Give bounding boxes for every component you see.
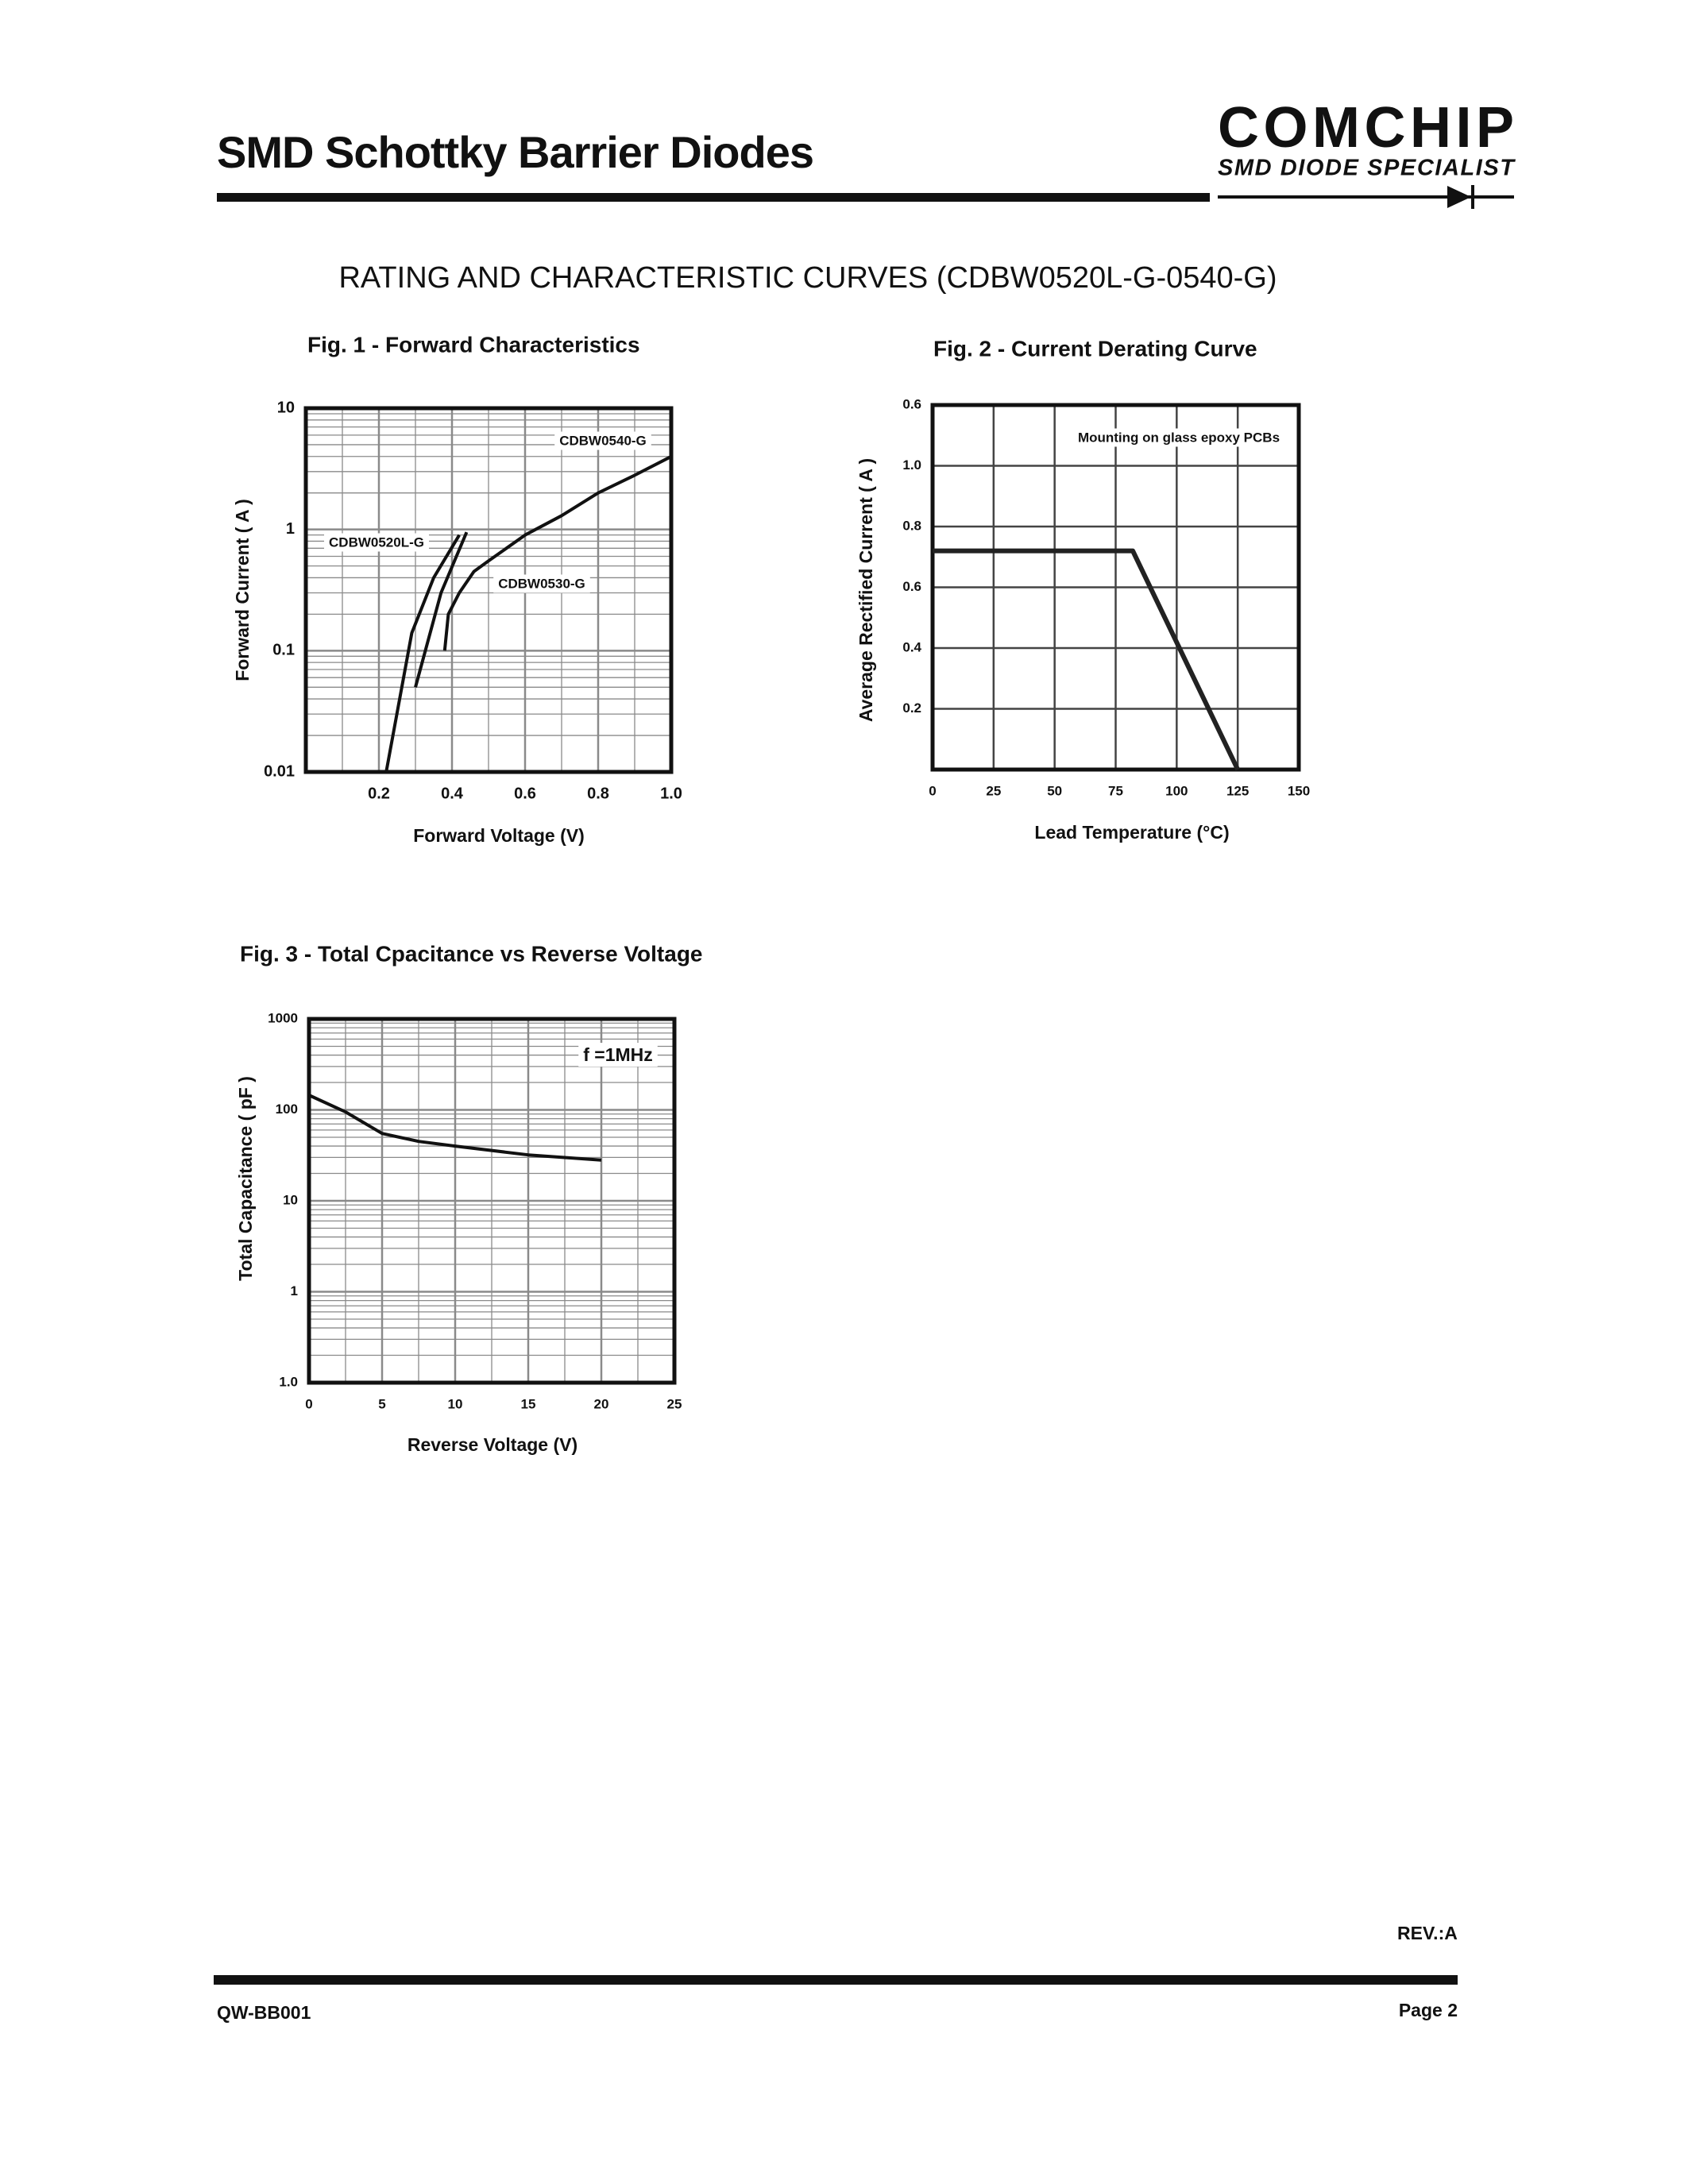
x-tick-label: 150	[1288, 783, 1310, 798]
y-tick-label: 1	[286, 520, 295, 538]
x-tick-label: 75	[1108, 783, 1123, 798]
x-tick-label: 0.2	[368, 785, 390, 802]
x-tick-label: 0.6	[514, 785, 536, 802]
revision: REV.:A	[1397, 1923, 1458, 1943]
series-label-bg	[554, 431, 651, 450]
series-label: CDBW0540-G	[559, 433, 647, 448]
header-rule	[217, 193, 1210, 202]
header-title: SMD Schottky Barrier Diodes	[217, 127, 813, 177]
y-tick-label: 10	[277, 399, 295, 416]
x-tick-label: 25	[667, 1396, 682, 1411]
x-axis-title: Lead Temperature (°C)	[1034, 822, 1229, 843]
series-label: CDBW0520L-G	[329, 534, 424, 550]
y-tick-label: 0.4	[902, 639, 921, 654]
x-axis-title: Forward Voltage (V)	[413, 825, 585, 846]
page-number: Page 2	[1399, 2000, 1458, 2020]
data-line	[384, 534, 461, 773]
x-tick-label: 20	[594, 1396, 609, 1411]
y-tick-label: 0.2	[902, 700, 921, 716]
x-tick-label: 125	[1226, 783, 1249, 798]
y-axis-title: Forward Current ( A )	[232, 499, 253, 681]
y-tick-label: 1.0	[902, 457, 921, 473]
page-title: RATING AND CHARACTERISTIC CURVES (CDBW05…	[338, 261, 1277, 295]
chart-title: Fig. 2 - Current Derating Curve	[933, 336, 1257, 361]
y-tick-label: 0.6	[902, 579, 921, 594]
diode-bar	[1471, 185, 1474, 209]
series-label: CDBW0530-G	[498, 576, 585, 591]
y-tick-label: 10	[283, 1192, 298, 1207]
x-tick-label: 25	[986, 783, 1001, 798]
x-tick-label: 15	[521, 1396, 536, 1411]
x-tick-label: 100	[1165, 783, 1188, 798]
y-tick-label: 1	[291, 1283, 298, 1298]
x-tick-label: 5	[378, 1396, 385, 1411]
y-tick-label: 0.01	[264, 762, 295, 780]
data-line	[442, 455, 672, 651]
x-axis-title: Reverse Voltage (V)	[408, 1434, 577, 1455]
plot-frame	[303, 406, 674, 774]
series-label-bg	[493, 574, 590, 593]
x-tick-label: 0.4	[441, 785, 464, 802]
x-tick-label: 0	[929, 783, 936, 798]
data-line	[933, 548, 1240, 771]
y-tick-label: 0.6	[902, 396, 921, 411]
y-tick-label: 0.1	[272, 642, 295, 659]
series-label-bg	[324, 533, 429, 552]
logo: COMCHIP	[1218, 96, 1514, 160]
annotation: f =1MHz	[583, 1044, 653, 1065]
data-line	[308, 1094, 602, 1162]
plot-frame	[930, 403, 1301, 772]
y-tick-label: 1.0	[279, 1374, 298, 1389]
diode-symbol	[1447, 186, 1471, 208]
x-tick-label: 10	[448, 1396, 463, 1411]
y-axis-title: Average Rectified Current ( A )	[856, 458, 876, 722]
annotation-bg	[578, 1043, 658, 1067]
y-axis-title: Total Capacitance ( pF )	[235, 1076, 256, 1281]
y-tick-label: 0.8	[902, 518, 921, 533]
logo-rule	[1218, 195, 1514, 199]
plot-frame	[307, 1017, 677, 1385]
data-line	[414, 531, 469, 688]
x-tick-label: 0.8	[587, 785, 609, 802]
y-tick-label: 100	[276, 1102, 298, 1117]
footer-rule	[214, 1975, 1458, 1985]
logo-tagline: SMD DIODE SPECIALIST	[1218, 156, 1516, 181]
chart-title: Fig. 3 - Total Cpacitance vs Reverse Vol…	[240, 941, 703, 966]
annotation: Mounting on glass epoxy PCBs	[1078, 430, 1280, 445]
y-tick-label: 1000	[268, 1010, 298, 1025]
annotation-bg	[1072, 428, 1285, 447]
x-tick-label: 1.0	[660, 785, 682, 802]
x-tick-label: 50	[1047, 783, 1062, 798]
chart-title: Fig. 1 - Forward Characteristics	[307, 332, 640, 357]
x-tick-label: 0	[305, 1396, 312, 1411]
doc-code: QW-BB001	[217, 2002, 311, 2023]
